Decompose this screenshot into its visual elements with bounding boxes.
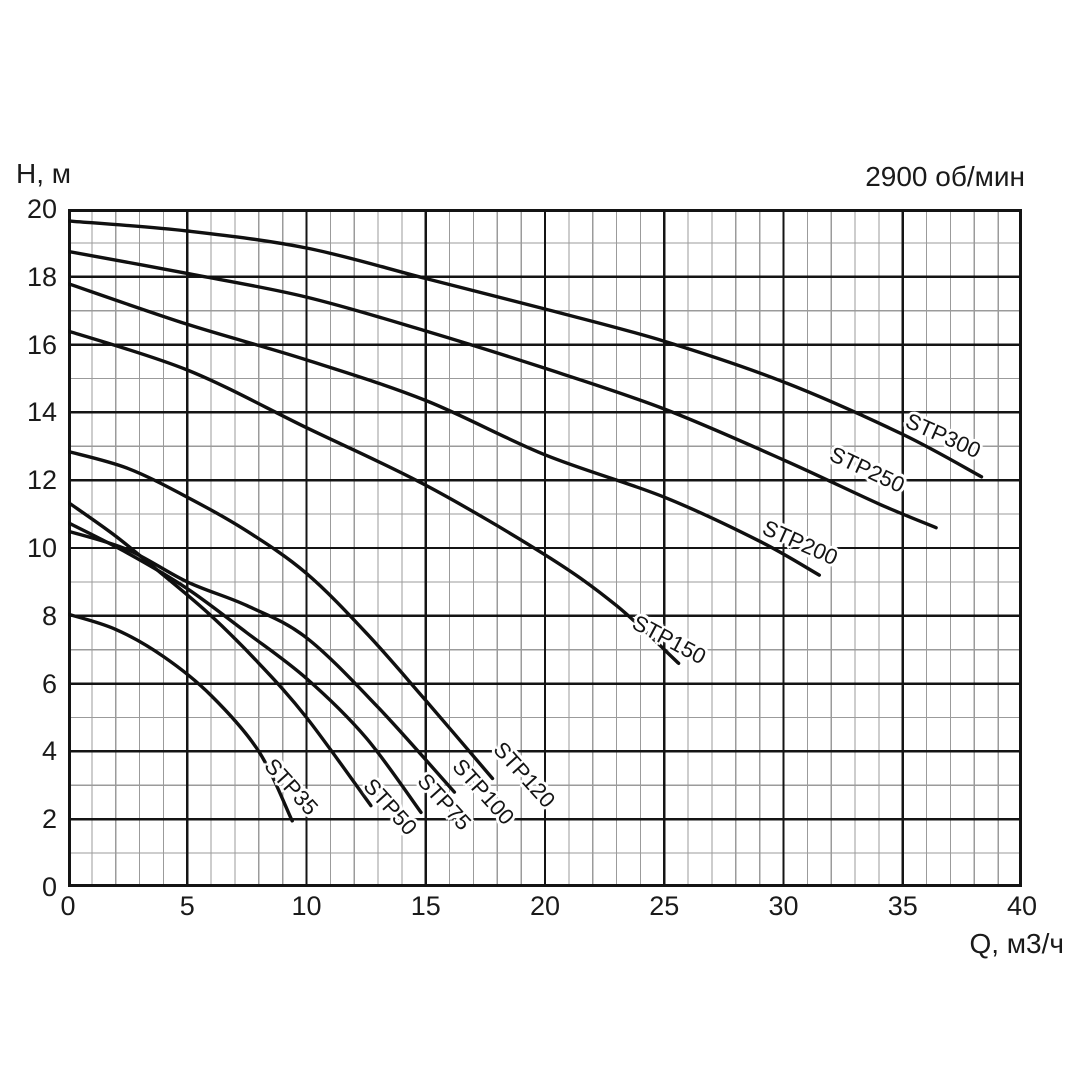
x-tick-label-20: 20 bbox=[529, 891, 561, 921]
curve-STP300 bbox=[68, 219, 984, 479]
y-axis-title: H, м bbox=[16, 158, 72, 189]
y-tick-label-14: 14 bbox=[26, 397, 57, 428]
y-tick-label-4: 4 bbox=[41, 736, 57, 767]
x-tick-label-30: 30 bbox=[768, 891, 799, 921]
curve-STP50 bbox=[68, 500, 373, 808]
plot-area bbox=[68, 209, 1022, 887]
curve-STP75 bbox=[68, 520, 423, 815]
curve-STP250 bbox=[68, 249, 938, 530]
x-axis-title: Q, м3/ч bbox=[969, 928, 1064, 959]
curve-STP35 bbox=[68, 612, 294, 823]
y-tick-label-12: 12 bbox=[26, 465, 57, 496]
curve-STP100 bbox=[68, 529, 457, 794]
chart-title-rpm: 2900 об/мин bbox=[865, 161, 1025, 192]
x-tick-label-35: 35 bbox=[887, 891, 918, 921]
x-tick-label-10: 10 bbox=[291, 891, 322, 921]
curve-STP200 bbox=[68, 281, 821, 577]
y-tick-label-6: 6 bbox=[41, 668, 57, 699]
y-tick-label-18: 18 bbox=[26, 261, 57, 292]
x-tick-label-40: 40 bbox=[1006, 891, 1038, 921]
x-tick-label-5: 5 bbox=[179, 891, 195, 921]
y-tick-label-0: 0 bbox=[41, 872, 57, 902]
y-tick-label-2: 2 bbox=[41, 804, 57, 835]
plot-border bbox=[68, 209, 1022, 887]
x-tick-label-15: 15 bbox=[410, 891, 441, 921]
y-tick-label-16: 16 bbox=[26, 329, 57, 360]
y-tick-label-8: 8 bbox=[41, 600, 57, 631]
curve-STP150 bbox=[68, 329, 681, 665]
curve-STP120 bbox=[68, 449, 495, 781]
pump-curves bbox=[68, 219, 984, 823]
x-tick-label-0: 0 bbox=[60, 891, 76, 921]
y-tick-label-10: 10 bbox=[26, 533, 57, 563]
x-tick-label-25: 25 bbox=[649, 891, 680, 921]
y-tick-label-20: 20 bbox=[26, 194, 57, 224]
